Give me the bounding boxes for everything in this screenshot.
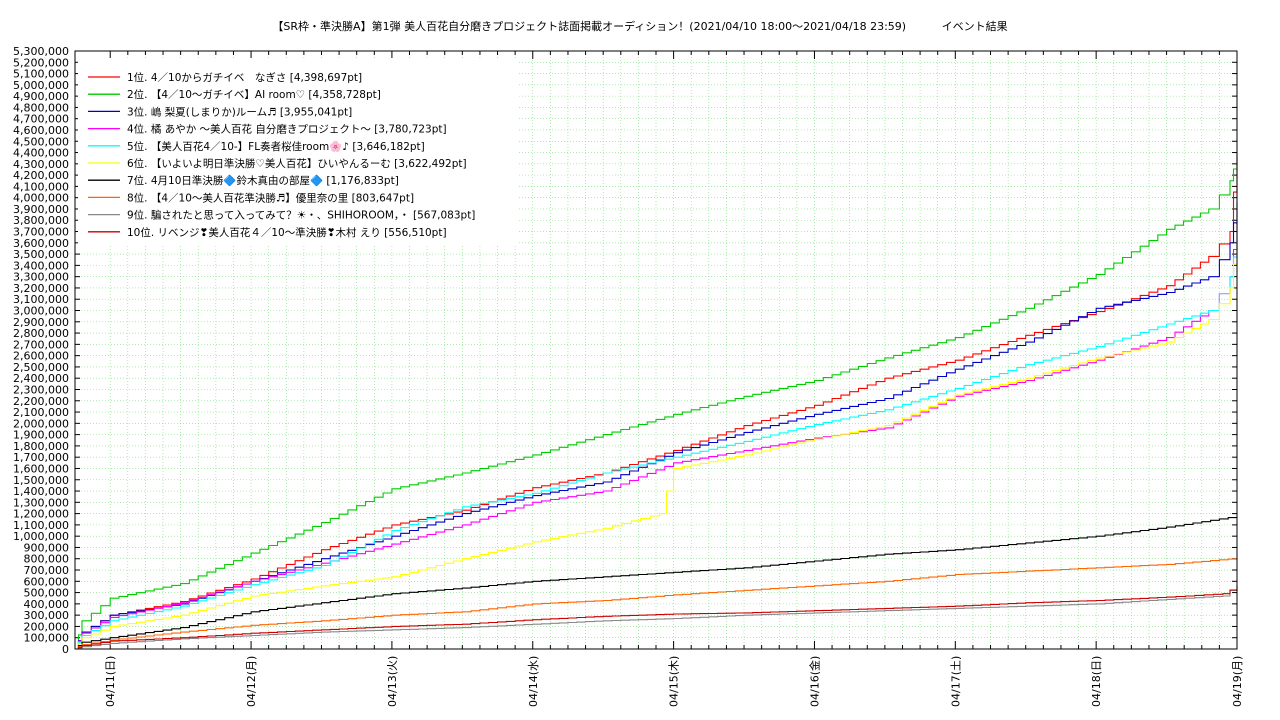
x-tick-label: 04/17(土) <box>949 656 962 707</box>
x-tick-label: 04/12(月) <box>245 656 258 707</box>
y-tick-label: 3,800,000 <box>13 214 69 227</box>
y-tick-label: 3,000,000 <box>13 305 69 318</box>
series-line-9 <box>75 585 1238 650</box>
y-tick-label: 300,000 <box>24 609 70 622</box>
legend-entry-label: 3位. 嶋 梨夏(しまりか)ルーム♬ [3,955,041pt] <box>127 105 352 118</box>
y-tick-label: 1,100,000 <box>13 519 69 532</box>
y-tick-label: 3,300,000 <box>13 271 69 284</box>
y-tick-label: 3,100,000 <box>13 293 69 306</box>
y-tick-label: 3,500,000 <box>13 248 69 261</box>
y-tick-label: 1,700,000 <box>13 451 69 464</box>
series-line-10 <box>75 586 1238 650</box>
y-tick-label: 3,200,000 <box>13 282 69 295</box>
y-tick-label: 2,400,000 <box>13 372 69 385</box>
chart-subtitle: イベント結果 <box>942 19 1008 33</box>
legend-background <box>78 58 518 244</box>
y-tick-label: 2,100,000 <box>13 406 69 419</box>
x-tick-label: 04/18(日) <box>1090 656 1103 707</box>
y-tick-label: 4,100,000 <box>13 180 69 193</box>
y-tick-label: 4,200,000 <box>13 169 69 182</box>
y-tick-label: 200,000 <box>24 620 70 633</box>
y-tick-label: 2,600,000 <box>13 350 69 363</box>
series-line-6 <box>75 240 1238 650</box>
y-tick-label: 400,000 <box>24 598 70 611</box>
y-tick-label: 1,400,000 <box>13 485 69 498</box>
chart-title: 【SR枠・準決勝A】第1弾 美人百花自分磨きプロジェクト誌面掲載オーディション！… <box>272 19 1007 33</box>
legend-entry-label: 5位. 【美人百花4／10-】FL奏者桜佳room🌸♪ [3,646,182pt… <box>127 140 425 153</box>
y-tick-label: 2,000,000 <box>13 417 69 430</box>
y-tick-label: 1,900,000 <box>13 429 69 442</box>
y-tick-label: 3,600,000 <box>13 237 69 250</box>
y-tick-label: 1,800,000 <box>13 440 69 453</box>
y-tick-label: 5,200,000 <box>13 56 69 69</box>
series-line-8 <box>75 558 1238 650</box>
y-tick-label: 700,000 <box>24 564 70 577</box>
legend: 1位. 4／10からガチイベ なぎさ [4,398,697pt] 2位. 【4／1… <box>78 58 518 244</box>
y-tick-label: 3,400,000 <box>13 259 69 272</box>
y-tick-label: 800,000 <box>24 553 70 566</box>
legend-entry-label: 2位. 【4／10～ガチイベ】AI room♡ [4,358,728pt] <box>127 88 381 101</box>
y-tick-label: 100,000 <box>24 632 70 645</box>
x-tick-label: 04/11(日) <box>104 656 117 707</box>
y-tick-label: 5,000,000 <box>13 79 69 92</box>
y-tick-label: 4,700,000 <box>13 113 69 126</box>
y-tick-label: 5,100,000 <box>13 68 69 81</box>
legend-entry-label: 9位. 騙されたと思って入ってみて？☀・、SHIHOROOM，・ [567,08… <box>127 209 475 222</box>
series-line-7 <box>75 516 1238 650</box>
y-tick-label: 4,000,000 <box>13 192 69 205</box>
y-tick-label: 2,900,000 <box>13 316 69 329</box>
x-tick-label: 04/13(火) <box>386 656 399 707</box>
y-tick-label: 2,300,000 <box>13 383 69 396</box>
legend-entry-label: 10位. リベンジ❣美人百花４／10〜準決勝❣木村 えり [556,510pt] <box>127 226 447 239</box>
y-axis-tick-labels: 0100,000200,000300,000400,000500,000600,… <box>13 45 69 656</box>
legend-entry-label: 8位. 【4／10～美人百花準決勝♬】優里奈の里 [803,647pt] <box>127 191 414 204</box>
y-tick-label: 4,600,000 <box>13 124 69 137</box>
y-tick-label: 2,800,000 <box>13 327 69 340</box>
y-tick-label: 3,900,000 <box>13 203 69 216</box>
y-tick-label: 600,000 <box>24 575 70 588</box>
y-tick-label: 4,900,000 <box>13 90 69 103</box>
y-tick-label: 2,500,000 <box>13 361 69 374</box>
legend-entry-label: 1位. 4／10からガチイベ なぎさ [4,398,697pt] <box>127 71 362 84</box>
legend-entry-label: 4位. 橘 あやか 〜美人百花 自分磨きプロジェクト〜 [3,780,723pt… <box>127 123 447 136</box>
series-line-4 <box>75 222 1238 650</box>
y-tick-label: 900,000 <box>24 541 70 554</box>
x-tick-label: 04/15(木) <box>668 656 681 707</box>
x-tick-label: 04/16(金) <box>807 656 821 707</box>
x-tick-label: 04/14(水) <box>527 656 540 707</box>
x-tick-label: 04/19(月) <box>1231 656 1244 707</box>
series-line-5 <box>75 237 1238 650</box>
y-tick-label: 5,300,000 <box>13 45 69 58</box>
y-tick-label: 1,300,000 <box>13 496 69 509</box>
y-tick-label: 1,200,000 <box>13 508 69 521</box>
y-tick-label: 4,300,000 <box>13 158 69 171</box>
y-tick-label: 500,000 <box>24 587 70 600</box>
x-axis-tick-labels: 04/11(日) 04/12(月) 04/13(火) 04/14(水) 04/15(木)… <box>104 656 1244 707</box>
series-line-2 <box>75 157 1238 650</box>
y-tick-label: 2,700,000 <box>13 338 69 351</box>
series-lines <box>75 152 1238 650</box>
chart-title-main: 【SR枠・準決勝A】第1弾 美人百花自分磨きプロジェクト誌面掲載オーディション！… <box>272 19 906 33</box>
y-tick-label: 4,800,000 <box>13 101 69 114</box>
legend-entry-label: 7位. 4月10日準決勝🔷鈴木真由の部屋🔷 [1,176,833pt] <box>127 174 399 187</box>
y-tick-label: 1,600,000 <box>13 462 69 475</box>
y-tick-label: 0 <box>62 643 69 656</box>
y-tick-label: 4,400,000 <box>13 147 69 160</box>
y-tick-label: 2,200,000 <box>13 395 69 408</box>
series-line-1 <box>75 152 1238 650</box>
legend-entry-label: 6位. 【いよいよ明日準決勝♡美人百花】ひいやんるーむ [3,622,492pt… <box>127 157 467 170</box>
y-tick-label: 1,000,000 <box>13 530 69 543</box>
y-tick-label: 4,500,000 <box>13 135 69 148</box>
plot-frame <box>74 50 1238 650</box>
y-tick-label: 3,700,000 <box>13 226 69 239</box>
y-tick-label: 1,500,000 <box>13 474 69 487</box>
